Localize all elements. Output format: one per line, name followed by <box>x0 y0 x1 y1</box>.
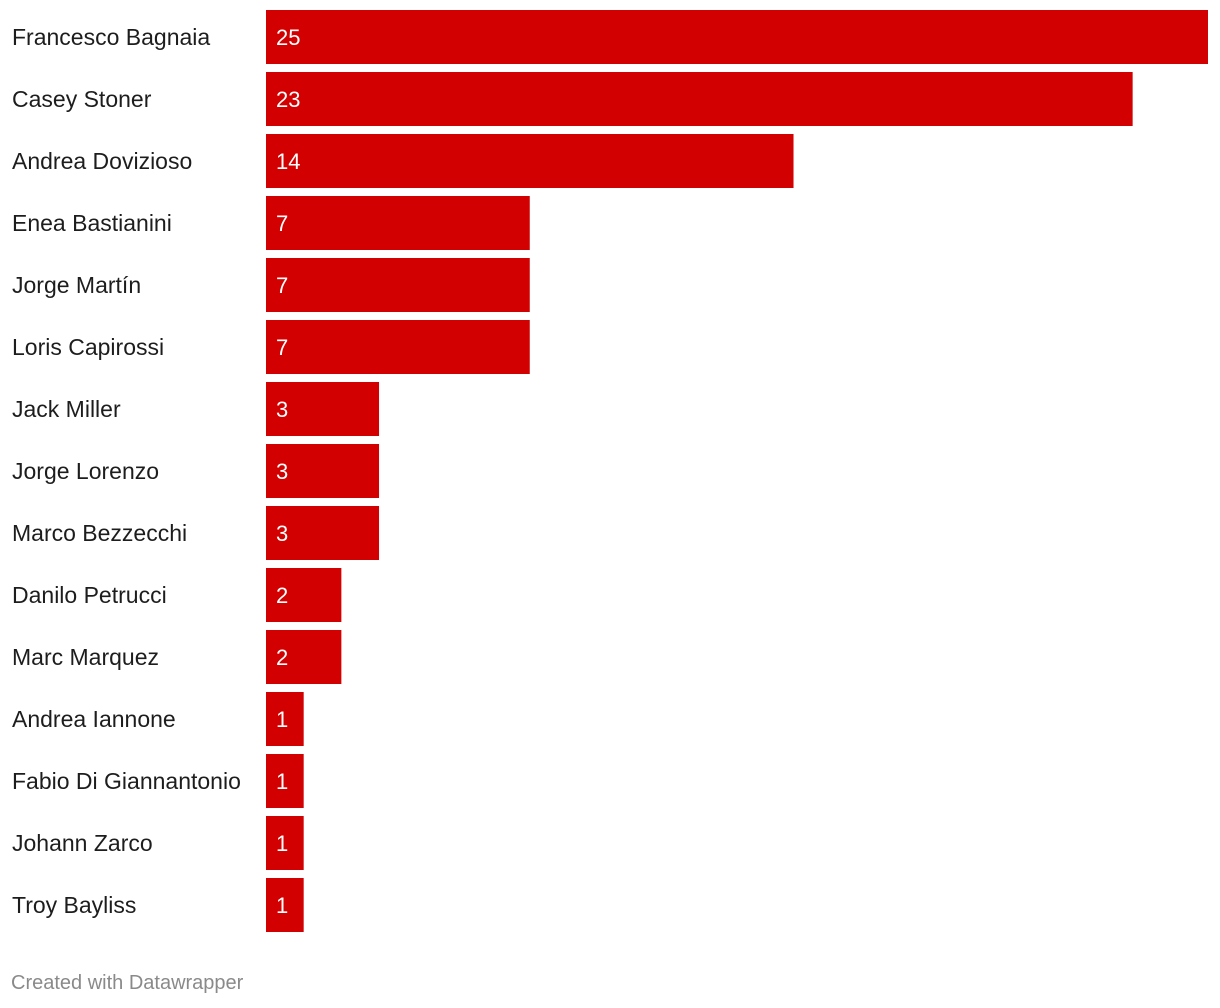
bar-row: Marco Bezzecchi 3 <box>12 506 380 560</box>
category-label: Francesco Bagnaia <box>12 24 210 50</box>
value-label: 2 <box>276 583 288 608</box>
bar-row: Johann Zarco 1 <box>12 816 304 870</box>
category-label: Jorge Martín <box>12 272 141 298</box>
bar-row: Andrea Iannone 1 <box>12 692 304 746</box>
bar-row: Andrea Dovizioso 14 <box>12 134 794 188</box>
value-label: 1 <box>276 707 288 732</box>
category-label: Andrea Iannone <box>12 706 176 732</box>
category-label: Johann Zarco <box>12 830 153 856</box>
value-label: 25 <box>276 25 300 50</box>
bar-row: Jorge Lorenzo 3 <box>12 444 380 498</box>
value-label: 23 <box>276 87 300 112</box>
value-label: 3 <box>276 397 288 422</box>
category-label: Danilo Petrucci <box>12 582 167 608</box>
bar <box>266 444 380 498</box>
category-label: Troy Bayliss <box>12 892 136 918</box>
value-label: 14 <box>276 149 300 174</box>
bar <box>266 134 794 188</box>
bar-row: Francesco Bagnaia 25 <box>12 10 1208 64</box>
bar-row: Danilo Petrucci 2 <box>12 568 342 622</box>
bar <box>266 878 304 932</box>
value-label: 7 <box>276 211 288 236</box>
bar-row: Enea Bastianini 7 <box>12 196 530 250</box>
bar-row: Fabio Di Giannantonio 1 <box>12 754 304 808</box>
bar <box>266 258 530 312</box>
bar <box>266 754 304 808</box>
datawrapper-credit: Created with Datawrapper <box>11 972 244 994</box>
bar-row: Casey Stoner 23 <box>12 72 1133 126</box>
bar-row: Marc Marquez 2 <box>12 630 342 684</box>
value-label: 7 <box>276 335 288 360</box>
value-label: 7 <box>276 273 288 298</box>
category-label: Enea Bastianini <box>12 210 172 236</box>
bar <box>266 10 1208 64</box>
value-label: 1 <box>276 769 288 794</box>
value-label: 2 <box>276 645 288 670</box>
bar <box>266 72 1133 126</box>
category-label: Andrea Dovizioso <box>12 148 192 174</box>
bar-row: Jorge Martín 7 <box>12 258 530 312</box>
bar <box>266 506 380 560</box>
category-label: Loris Capirossi <box>12 334 164 360</box>
value-label: 3 <box>276 521 288 546</box>
bar-row: Loris Capirossi 7 <box>12 320 530 374</box>
category-label: Marco Bezzecchi <box>12 520 187 546</box>
category-label: Jorge Lorenzo <box>12 458 159 484</box>
bar <box>266 630 342 684</box>
category-label: Marc Marquez <box>12 644 159 670</box>
bar <box>266 816 304 870</box>
category-label: Casey Stoner <box>12 86 152 112</box>
bar <box>266 196 530 250</box>
value-label: 1 <box>276 831 288 856</box>
category-label: Fabio Di Giannantonio <box>12 768 241 794</box>
value-label: 3 <box>276 459 288 484</box>
bar-row: Jack Miller 3 <box>12 382 380 436</box>
bar <box>266 568 342 622</box>
value-label: 1 <box>276 893 288 918</box>
category-label: Jack Miller <box>12 396 121 422</box>
bar <box>266 382 380 436</box>
bar <box>266 692 304 746</box>
bar <box>266 320 530 374</box>
bar-row: Troy Bayliss 1 <box>12 878 304 932</box>
